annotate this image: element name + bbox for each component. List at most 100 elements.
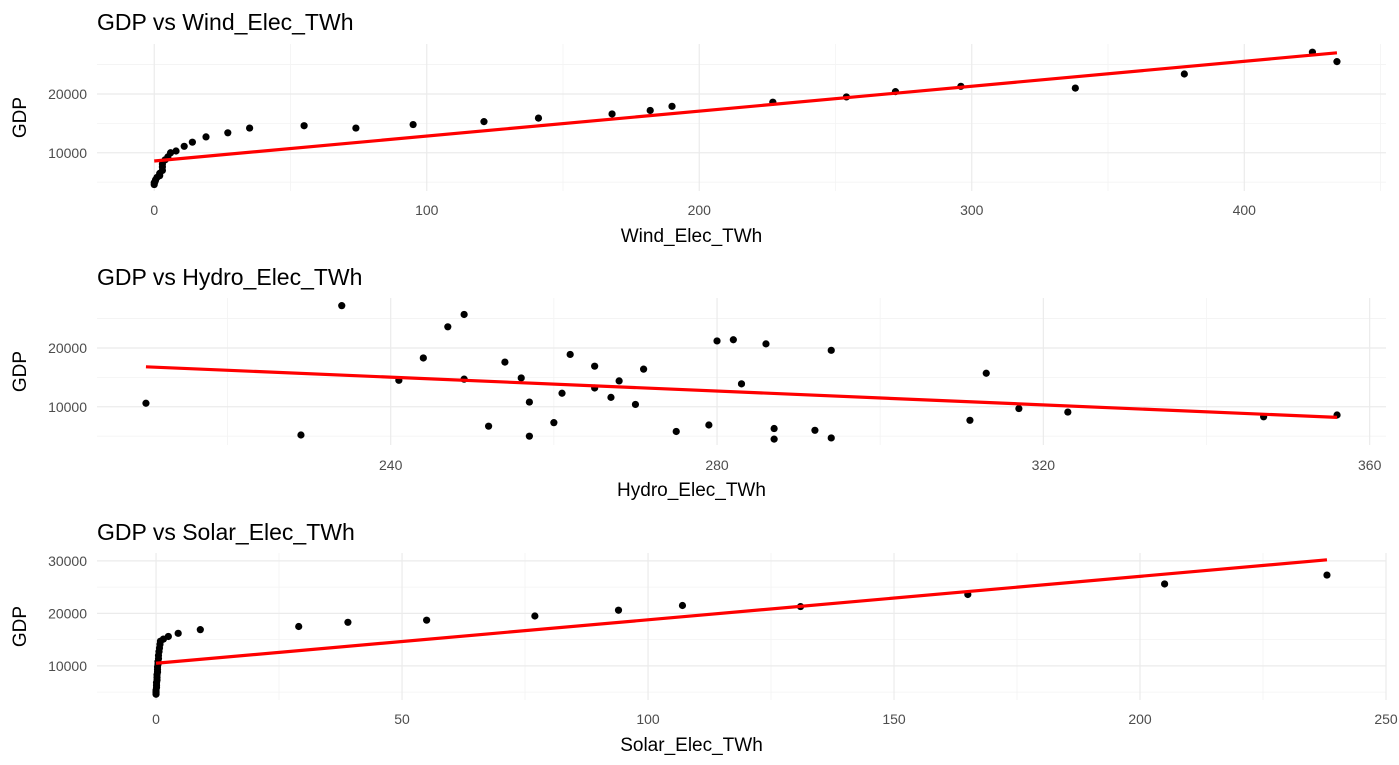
data-point xyxy=(460,310,468,319)
data-point xyxy=(444,323,452,331)
data-point xyxy=(142,399,150,407)
data-point xyxy=(164,632,172,641)
x-tick-label: 0 xyxy=(150,202,158,218)
data-point xyxy=(1180,70,1188,78)
y-tick-label: 10000 xyxy=(48,399,87,415)
x-tick-label: 300 xyxy=(960,202,984,218)
data-point xyxy=(566,350,574,359)
data-point xyxy=(607,393,615,401)
y-tick-label: 10000 xyxy=(48,145,87,161)
x-tick-label: 0 xyxy=(152,711,160,727)
y-axis-label: GDP xyxy=(10,351,31,392)
data-point xyxy=(202,133,210,141)
data-point xyxy=(770,424,778,433)
data-point xyxy=(827,346,835,354)
data-point xyxy=(640,365,648,373)
data-point xyxy=(1333,58,1341,66)
x-tick-label: 360 xyxy=(1358,457,1382,473)
data-point xyxy=(1071,84,1079,92)
data-point xyxy=(188,138,196,146)
data-point xyxy=(631,400,640,409)
data-point xyxy=(729,336,737,344)
data-point xyxy=(614,606,623,614)
data-point xyxy=(558,389,566,397)
data-point xyxy=(737,380,746,388)
x-tick-label: 280 xyxy=(705,457,729,473)
chart-title: GDP vs Wind_Elec_TWh xyxy=(97,9,353,35)
chart-title: GDP vs Solar_Elec_TWh xyxy=(97,519,355,545)
data-point xyxy=(525,398,533,406)
panel-hydro: GDP vs Hydro_Elec_TWh 240 280 320 360 10000 20… xyxy=(10,264,1386,501)
data-point xyxy=(1323,571,1331,579)
panel-wind: GDP vs Wind_Elec_TWh 0 100 200 300 400 10000 20… xyxy=(10,9,1386,247)
panel-solar: GDP vs Solar_Elec_TWh 0 50 100 150 200 250 1000… xyxy=(10,519,1398,756)
data-point xyxy=(770,435,778,443)
data-point xyxy=(966,416,974,424)
x-tick-label: 250 xyxy=(1374,711,1398,727)
data-point xyxy=(419,354,427,362)
y-tick-label: 20000 xyxy=(48,86,87,102)
x-tick-label: 240 xyxy=(379,457,403,473)
y-tick-label: 10000 xyxy=(48,658,87,674)
data-point xyxy=(409,120,417,129)
data-point xyxy=(762,340,770,348)
data-point xyxy=(423,616,431,624)
y-tick-label: 20000 xyxy=(48,605,87,621)
data-point xyxy=(713,337,721,345)
data-point xyxy=(811,426,819,434)
regression-line xyxy=(145,365,1338,419)
data-point xyxy=(1064,408,1072,416)
x-axis-label: Wind_Elec_TWh xyxy=(621,226,763,247)
data-point xyxy=(1015,404,1023,413)
data-point xyxy=(525,432,533,440)
data-point xyxy=(300,122,308,130)
data-point xyxy=(295,622,303,631)
data-point xyxy=(550,419,558,427)
data-point xyxy=(338,302,346,310)
data-point xyxy=(678,601,687,610)
x-tick-label: 400 xyxy=(1233,202,1257,218)
x-tick-label: 320 xyxy=(1032,457,1056,473)
data-point xyxy=(196,626,204,634)
data-point xyxy=(982,369,990,377)
data-point xyxy=(1161,580,1169,588)
data-point xyxy=(534,114,543,122)
x-axis-label: Solar_Elec_TWh xyxy=(620,735,763,756)
data-point xyxy=(166,149,175,157)
chart-title: GDP vs Hydro_Elec_TWh xyxy=(97,264,362,290)
data-point xyxy=(352,124,360,132)
y-axis-label: GDP xyxy=(10,97,31,138)
data-point xyxy=(344,618,352,626)
data-point xyxy=(484,422,493,430)
data-point xyxy=(246,124,254,132)
data-point xyxy=(646,106,654,115)
y-tick-label: 20000 xyxy=(48,340,87,356)
y-axis-label: GDP xyxy=(10,606,31,647)
data-point xyxy=(591,362,599,370)
data-point xyxy=(608,110,616,118)
data-point xyxy=(172,147,180,155)
data-point xyxy=(174,629,182,637)
data-point xyxy=(668,102,676,110)
data-point xyxy=(224,129,232,137)
data-point xyxy=(501,358,509,366)
x-tick-label: 50 xyxy=(394,711,410,727)
x-tick-label: 100 xyxy=(415,202,439,218)
data-point xyxy=(615,377,623,385)
x-tick-label: 100 xyxy=(636,711,660,727)
x-tick-label: 150 xyxy=(882,711,906,727)
regression-line xyxy=(155,558,1328,665)
data-point xyxy=(531,612,539,620)
data-point xyxy=(517,374,525,382)
data-point xyxy=(480,118,488,126)
data-point xyxy=(827,434,835,442)
data-point xyxy=(705,421,713,429)
data-point xyxy=(180,142,188,150)
x-axis-label: Hydro_Elec_TWh xyxy=(617,480,766,501)
y-tick-label: 30000 xyxy=(48,553,87,569)
x-tick-label: 200 xyxy=(688,202,712,218)
regression-line xyxy=(154,51,1338,163)
data-point xyxy=(672,427,680,436)
data-point xyxy=(297,431,305,439)
